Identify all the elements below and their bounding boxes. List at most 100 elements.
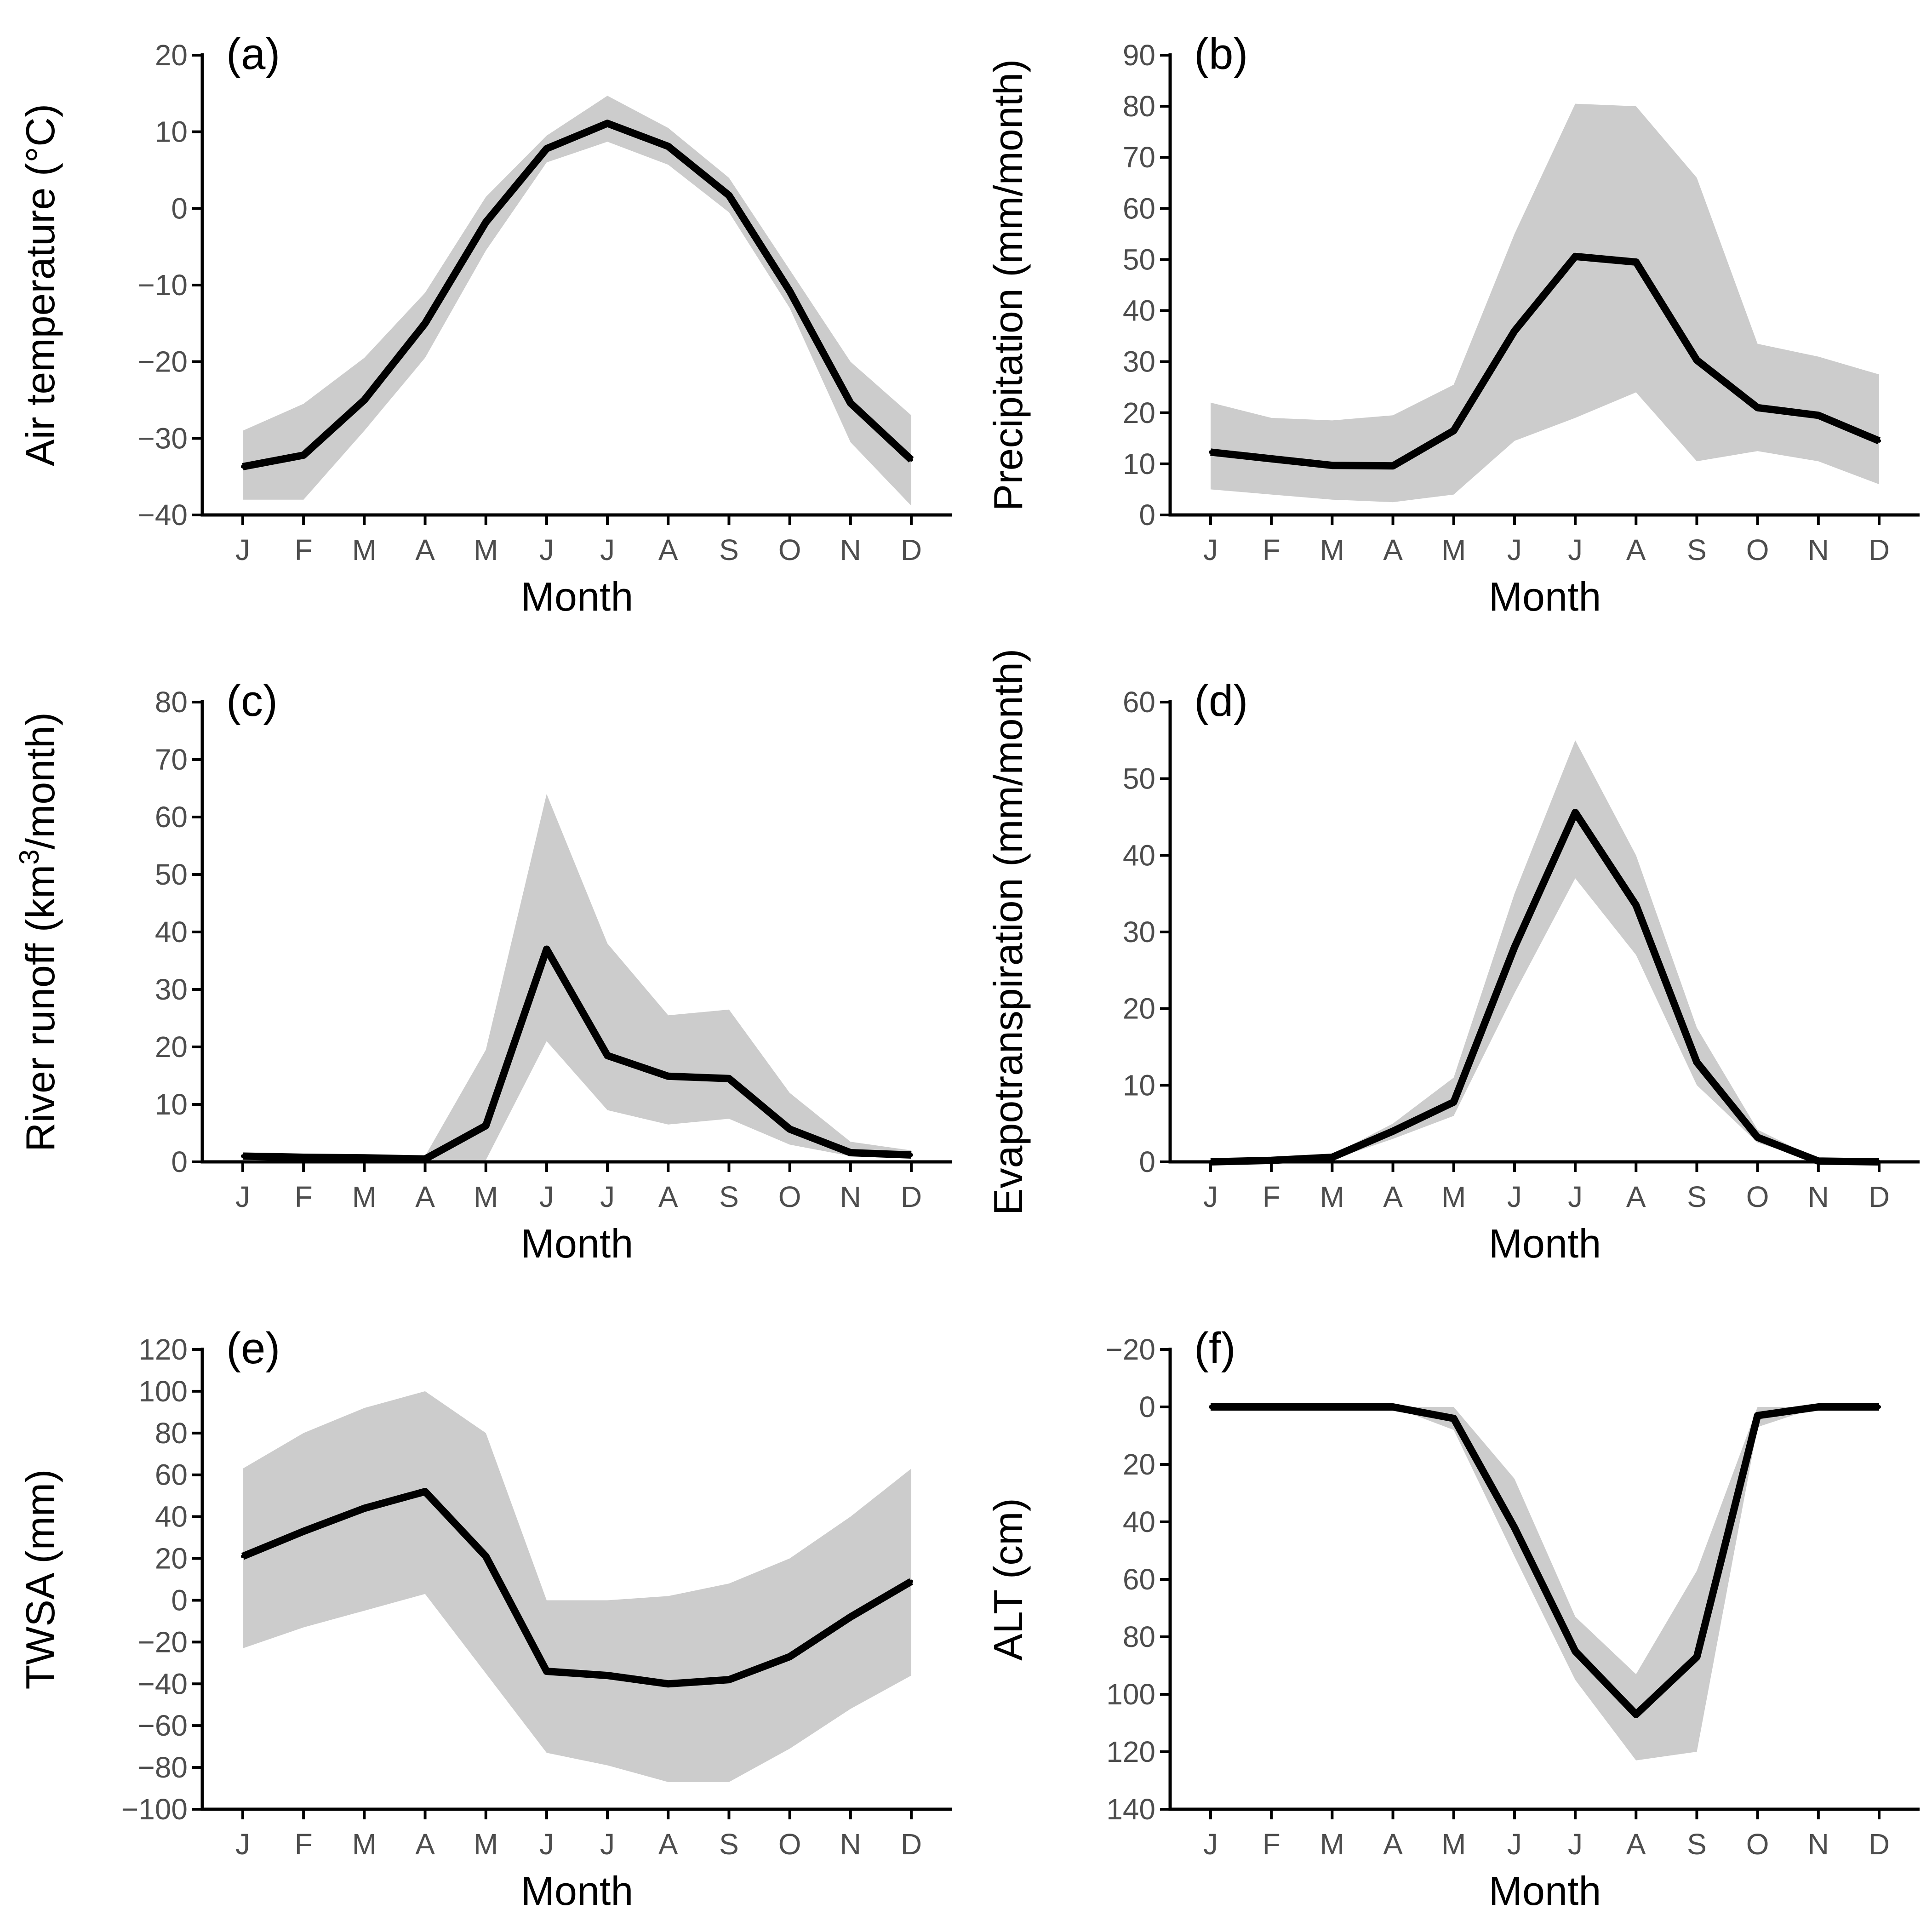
data-point [362, 1156, 366, 1160]
data-point [1391, 464, 1395, 468]
panel-tag: (e) [226, 1324, 280, 1373]
y-tick-label: 50 [155, 858, 188, 891]
data-point [1209, 1405, 1212, 1409]
data-point [544, 1669, 549, 1673]
x-tick-label: A [1383, 533, 1403, 566]
x-tick-label: J [235, 533, 250, 566]
x-tick-label: A [1626, 533, 1646, 566]
y-tick-label: −40 [137, 498, 188, 532]
x-tick-label: S [719, 1180, 739, 1213]
data-point [606, 1053, 610, 1057]
x-tick-label: J [1568, 1828, 1583, 1861]
data-point [1755, 1135, 1760, 1139]
y-tick-label: −100 [121, 1793, 188, 1826]
x-tick-label: S [719, 1828, 739, 1861]
y-tick-label: 30 [155, 973, 188, 1006]
data-point [302, 1155, 306, 1159]
data-point [302, 1529, 306, 1533]
data-point [423, 1490, 427, 1494]
x-tick-label: N [840, 1828, 861, 1861]
data-point [302, 453, 306, 457]
y-axis-title: TWSA (mm) [17, 1469, 63, 1689]
y-tick-label: 80 [1123, 1620, 1155, 1653]
data-point [1695, 1060, 1699, 1064]
y-tick-label: 40 [1123, 839, 1155, 872]
y-tick-label: −20 [137, 1625, 188, 1658]
data-point [1877, 439, 1881, 443]
data-point [241, 1154, 245, 1158]
panel-b: 0 10 20 30 40 50 60 70 80 90 J F M A M J J A S O N D Month Prec… [985, 29, 1920, 619]
data-point [1330, 463, 1334, 468]
data-point [1755, 1413, 1760, 1418]
data-point [484, 1124, 488, 1128]
data-point [241, 1555, 245, 1558]
x-tick-label: F [1263, 1828, 1280, 1861]
x-tick-label: A [1383, 1828, 1403, 1861]
x-tick-label: N [840, 533, 861, 566]
data-point [484, 1555, 488, 1558]
x-tick-label: F [1263, 1180, 1280, 1213]
x-tick-label: D [1869, 1828, 1890, 1861]
y-tick-label: 50 [1123, 243, 1155, 276]
panel-d: 0 10 20 30 40 50 60 J F M A M J J A S O N D Month Evapotrans… [985, 649, 1920, 1266]
data-point [1877, 1405, 1881, 1409]
y-tick-label: 10 [155, 115, 188, 149]
x-axis-title: Month [1489, 574, 1601, 619]
y-tick-label: 50 [1123, 762, 1155, 795]
data-point [727, 1076, 731, 1080]
x-tick-label: M [1320, 1828, 1344, 1861]
data-point [1391, 1405, 1395, 1409]
x-tick-label: J [539, 1180, 554, 1213]
x-tick-label: F [1263, 533, 1280, 566]
mean-line [1210, 809, 1880, 1166]
data-point [1330, 1155, 1334, 1159]
data-point [423, 321, 427, 326]
x-tick-label: M [474, 1180, 498, 1213]
x-tick-label: F [295, 1180, 313, 1213]
data-point [1209, 450, 1212, 454]
y-tick-label: 60 [1123, 192, 1155, 225]
y-tick-label: 70 [1123, 141, 1155, 174]
x-tick-label: J [1507, 1180, 1522, 1213]
y-tick-label: 20 [155, 1030, 188, 1063]
data-point [544, 947, 549, 951]
data-point [1269, 1405, 1274, 1409]
x-tick-label: J [600, 533, 615, 566]
x-tick-label: O [778, 1180, 801, 1213]
x-tick-label: D [1869, 533, 1890, 566]
y-tick-label: 40 [1123, 294, 1155, 327]
data-point [848, 1151, 852, 1155]
data-point [362, 1506, 366, 1510]
y-axis-title: ALT (cm) [985, 1498, 1031, 1661]
range-band [243, 1391, 911, 1782]
y-tick-label: 80 [155, 686, 188, 719]
x-tick-label: O [778, 1828, 801, 1861]
x-tick-label: N [1808, 533, 1829, 566]
x-axis-title: Month [521, 1868, 634, 1914]
x-tick-label: J [539, 1828, 554, 1861]
x-tick-label: J [1568, 533, 1583, 566]
x-tick-label: D [901, 1180, 922, 1213]
data-point [1816, 413, 1820, 417]
x-tick-label: M [474, 533, 498, 566]
x-axis-title: Month [1489, 1868, 1601, 1914]
data-point [1452, 429, 1456, 433]
panel-tag: (c) [226, 676, 278, 726]
data-point [1573, 811, 1578, 814]
data-point [484, 220, 488, 224]
y-tick-label: −40 [137, 1667, 188, 1700]
x-tick-label: F [295, 533, 313, 566]
x-tick-label: J [1568, 1180, 1583, 1213]
x-tick-label: O [1746, 1180, 1769, 1213]
y-tick-label: −30 [137, 422, 188, 455]
x-tick-label: J [1507, 1828, 1522, 1861]
y-tick-label: 100 [138, 1375, 188, 1408]
x-tick-label: S [1687, 1828, 1707, 1861]
x-axis-title: Month [521, 574, 634, 619]
y-tick-label: 90 [1123, 39, 1155, 72]
y-tick-label: 10 [1123, 1069, 1155, 1102]
range-band [243, 794, 911, 1161]
range-band [243, 96, 911, 506]
y-tick-label: −80 [137, 1751, 188, 1784]
